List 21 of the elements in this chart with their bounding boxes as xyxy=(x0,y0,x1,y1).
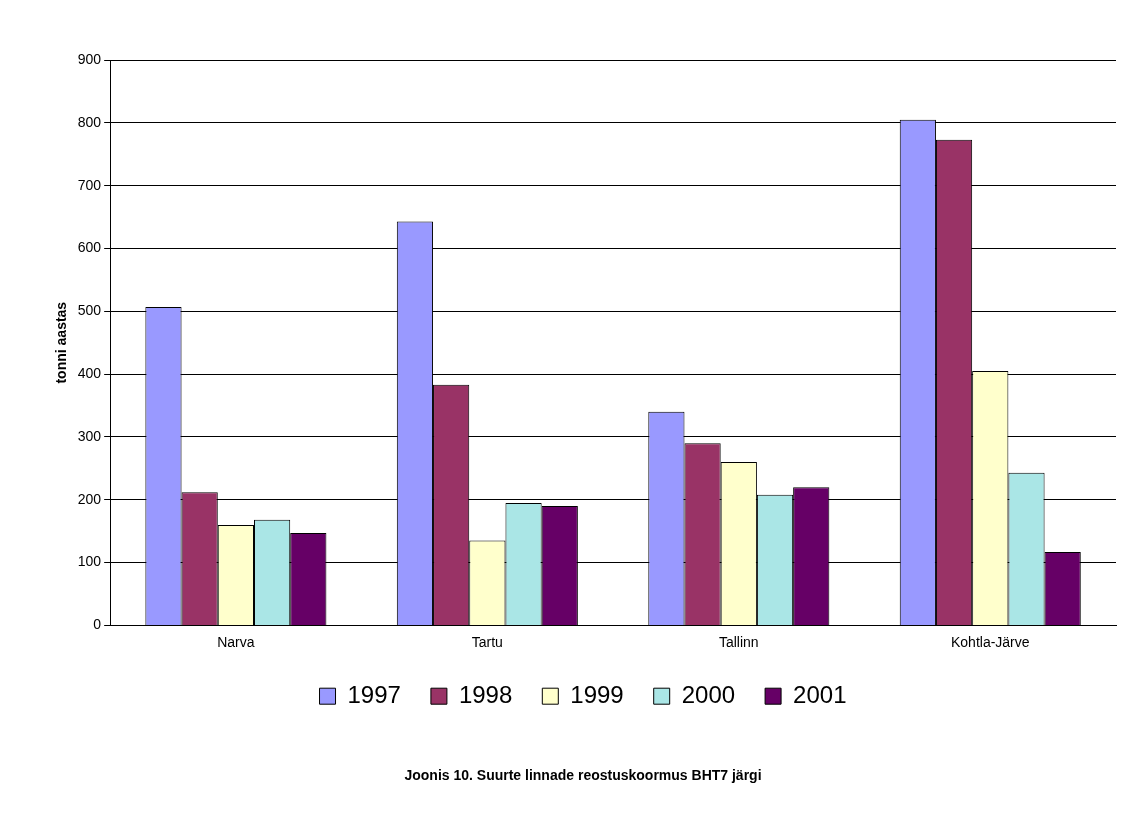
y-axis-title: tonni aastas xyxy=(53,301,70,384)
y-tick-label: 100 xyxy=(77,553,102,570)
x-tick-label: Tallinn xyxy=(718,633,759,650)
y-tick-label: 400 xyxy=(77,364,102,381)
legend-label: 2000 xyxy=(681,680,736,708)
x-tick-label: Tartu xyxy=(471,633,503,650)
x-tick-label: Kohtla-Järve xyxy=(950,633,1030,650)
y-tick-label: 700 xyxy=(77,176,102,193)
legend-label: 1998 xyxy=(458,680,513,708)
y-tick-label: 600 xyxy=(77,239,102,256)
y-tick-label: 0 xyxy=(93,616,102,633)
x-tick-label: Narva xyxy=(217,633,255,650)
text: Joonis 10. Suurte linnade reostuskoormus BHT7 järgi xyxy=(404,767,762,784)
y-tick-label: 300 xyxy=(77,427,102,444)
legend-label: 1999 xyxy=(570,680,624,708)
y-tick-label: 800 xyxy=(77,113,102,130)
legend-label: 1997 xyxy=(347,680,401,708)
y-tick-label: 200 xyxy=(77,490,102,507)
legend-label: 2001 xyxy=(793,680,847,708)
y-tick-label: 500 xyxy=(77,302,102,319)
y-tick-label: 900 xyxy=(77,50,102,67)
